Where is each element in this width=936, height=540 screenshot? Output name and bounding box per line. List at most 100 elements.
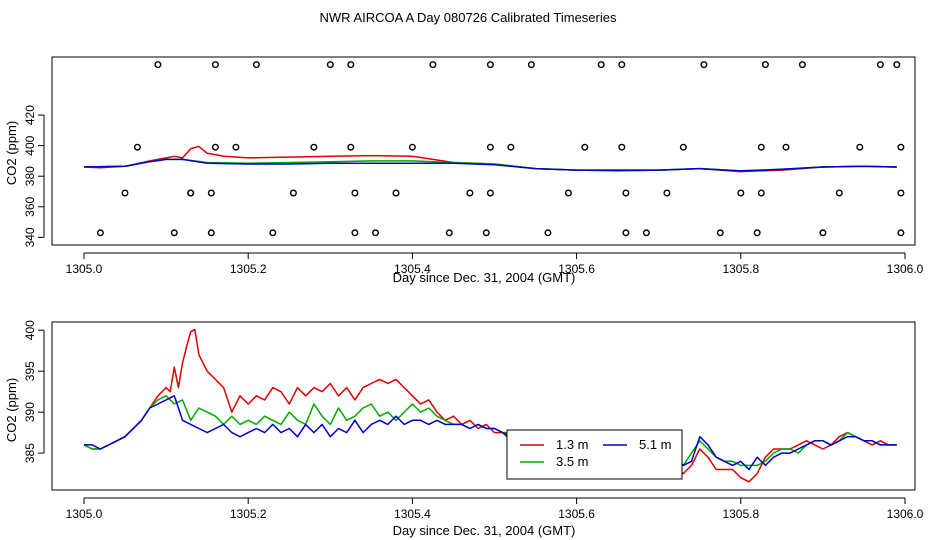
- top-marker-point: [618, 143, 626, 151]
- top-marker-point: [351, 189, 359, 197]
- top-marker-point: [486, 143, 494, 151]
- bottom-x-axis: 1305.0 1305.2 1305.4 1305.6 1305.8 1306.0: [66, 497, 924, 521]
- top-marker-point: [351, 229, 359, 237]
- bottom-lines: [83, 328, 897, 483]
- top-marker-point: [618, 61, 626, 69]
- top-lines: [83, 145, 897, 173]
- top-marker-point: [897, 189, 905, 197]
- bottom-x-tick-label: 1306.0: [887, 507, 924, 521]
- top-marker-point: [408, 143, 416, 151]
- top-y-tick-label: 360: [23, 196, 37, 216]
- top-marker-point: [482, 229, 490, 237]
- legend-label-1-3m: 1.3 m: [556, 437, 589, 452]
- bottom-x-tick-label: 1305.8: [722, 507, 759, 521]
- top-marker-point: [679, 143, 687, 151]
- top-marker-point: [133, 143, 141, 151]
- top-marker-point: [622, 189, 630, 197]
- bottom-y-tick-label: 395: [23, 361, 37, 381]
- top-markers: [96, 61, 905, 237]
- top-x-tick-label: 1305.4: [394, 262, 431, 276]
- top-marker-point: [486, 189, 494, 197]
- top-marker-point: [856, 143, 864, 151]
- bottom-y-axis-label: CO2 (ppm): [4, 378, 19, 442]
- top-marker-point: [232, 143, 240, 151]
- top-marker-point: [347, 61, 355, 69]
- top-marker-point: [622, 229, 630, 237]
- top-marker-point: [876, 61, 884, 69]
- top-marker-point: [486, 61, 494, 69]
- top-x-axis: 1305.0 1305.2 1305.4 1305.6 1305.8 1306.0: [66, 252, 924, 276]
- bottom-y-tick-label: 385: [23, 443, 37, 463]
- top-marker-point: [207, 189, 215, 197]
- top-marker-point: [372, 229, 380, 237]
- top-x-tick-label: 1305.6: [558, 262, 595, 276]
- top-marker-point: [211, 143, 219, 151]
- top-x-tick-label: 1306.0: [887, 262, 924, 276]
- top-marker-point: [269, 229, 277, 237]
- top-marker-point: [700, 61, 708, 69]
- bottom-x-tick-label: 1305.6: [558, 507, 595, 521]
- bottom-series-1-3-m: [83, 328, 897, 483]
- top-marker-point: [642, 229, 650, 237]
- top-chart: 1305.0 1305.2 1305.4 1305.6 1305.8 1306.0 340…: [4, 56, 924, 285]
- bottom-y-axis: 385 390 395 400: [23, 320, 45, 463]
- page-title: NWR AIRCOA A Day 080726 Calibrated Times…: [320, 10, 617, 25]
- top-marker-point: [663, 189, 671, 197]
- top-marker-point: [187, 189, 195, 197]
- top-y-tick-label: 400: [23, 135, 37, 155]
- top-x-tick-label: 1305.0: [66, 262, 103, 276]
- top-marker-point: [893, 61, 901, 69]
- top-marker-point: [429, 61, 437, 69]
- top-marker-point: [798, 61, 806, 69]
- top-marker-point: [466, 189, 474, 197]
- top-marker-point: [527, 61, 535, 69]
- legend: 1.3 m 5.1 m 3.5 m: [506, 429, 683, 480]
- top-marker-point: [761, 61, 769, 69]
- bottom-x-tick-label: 1305.4: [394, 507, 431, 521]
- top-marker-point: [347, 143, 355, 151]
- top-marker-point: [835, 189, 843, 197]
- top-marker-point: [507, 143, 515, 151]
- top-marker-point: [544, 229, 552, 237]
- top-marker-point: [757, 143, 765, 151]
- top-marker-point: [96, 229, 104, 237]
- top-marker-point: [757, 189, 765, 197]
- top-marker-point: [252, 61, 260, 69]
- top-marker-point: [753, 229, 761, 237]
- bottom-x-axis-label: Day since Dec. 31, 2004 (GMT): [393, 523, 576, 538]
- top-marker-point: [564, 189, 572, 197]
- top-marker-point: [289, 189, 297, 197]
- top-marker-point: [445, 229, 453, 237]
- top-x-tick-label: 1305.2: [230, 262, 267, 276]
- top-plot-frame: [51, 56, 916, 246]
- top-marker-point: [121, 189, 129, 197]
- legend-box: [506, 429, 683, 480]
- top-marker-point: [716, 229, 724, 237]
- legend-label-3-5m: 3.5 m: [556, 454, 589, 469]
- bottom-chart: 1305.0 1305.2 1305.4 1305.6 1305.8 1306.0 385…: [4, 320, 924, 538]
- bottom-series-5-1-m: [84, 395, 897, 471]
- bottom-series-3-5-m: [83, 395, 897, 467]
- bottom-x-tick-label: 1305.2: [230, 507, 267, 521]
- top-marker-point: [392, 189, 400, 197]
- top-marker-point: [310, 143, 318, 151]
- legend-label-5-1m: 5.1 m: [639, 437, 672, 452]
- top-marker-point: [326, 61, 334, 69]
- bottom-y-tick-label: 390: [23, 402, 37, 422]
- top-marker-point: [207, 229, 215, 237]
- top-marker-point: [170, 229, 178, 237]
- top-series-5-1-m: [83, 158, 897, 172]
- top-y-tick-label: 340: [23, 227, 37, 247]
- top-y-axis: 340 360 380 400 420: [23, 105, 45, 247]
- top-marker-point: [597, 61, 605, 69]
- bottom-x-tick-label: 1305.0: [66, 507, 103, 521]
- top-marker-point: [782, 143, 790, 151]
- top-marker-point: [581, 143, 589, 151]
- top-marker-point: [897, 229, 905, 237]
- top-y-axis-label: CO2 (ppm): [4, 121, 19, 185]
- top-y-tick-label: 420: [23, 105, 37, 125]
- top-marker-point: [154, 61, 162, 69]
- top-x-tick-label: 1305.8: [722, 262, 759, 276]
- top-marker-point: [211, 61, 219, 69]
